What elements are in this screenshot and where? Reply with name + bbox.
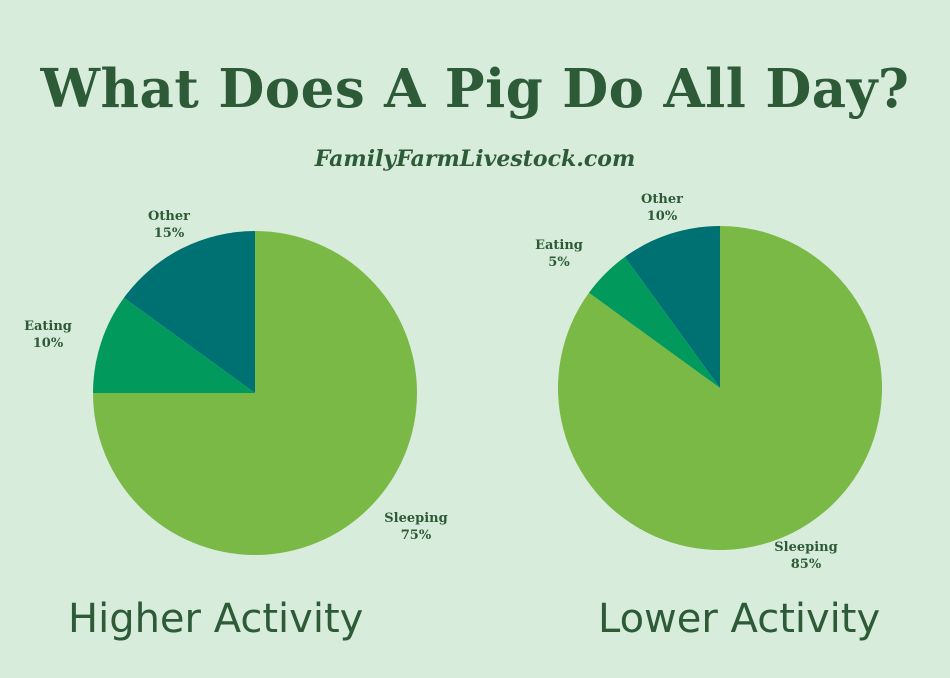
slice-label-sleeping: Sleeping [774, 540, 837, 555]
slice-label-other: Other [148, 209, 190, 224]
pie-slice-eating [93, 297, 255, 393]
slice-label-sleeping: Sleeping [384, 511, 447, 526]
pie-chart-higher-activity: Sleeping 75% Eating 10% Other 15% [24, 209, 448, 555]
pie-slice-eating [588, 256, 720, 388]
slice-percent-eating: 10% [33, 336, 64, 351]
slice-percent-other: 10% [647, 209, 678, 224]
page-title: What Does A Pig Do All Day? [40, 58, 910, 120]
pie-chart-lower-activity: Sleeping 85% Eating 5% Other 10% [535, 192, 882, 572]
slice-label-eating: Eating [535, 238, 583, 253]
slice-percent-other: 15% [154, 226, 185, 241]
chart-caption-lower-activity: Lower Activity [598, 596, 881, 642]
slice-percent-eating: 5% [548, 255, 570, 270]
slice-percent-sleeping: 75% [401, 528, 432, 543]
site-url: FamilyFarmLivestock.com [314, 146, 636, 172]
pie-slice-other [624, 226, 720, 388]
slice-percent-sleeping: 85% [791, 557, 822, 572]
slice-label-eating: Eating [24, 319, 72, 334]
pie-slice-other [123, 231, 256, 393]
slice-label-other: Other [641, 192, 683, 207]
chart-caption-higher-activity: Higher Activity [68, 596, 364, 642]
